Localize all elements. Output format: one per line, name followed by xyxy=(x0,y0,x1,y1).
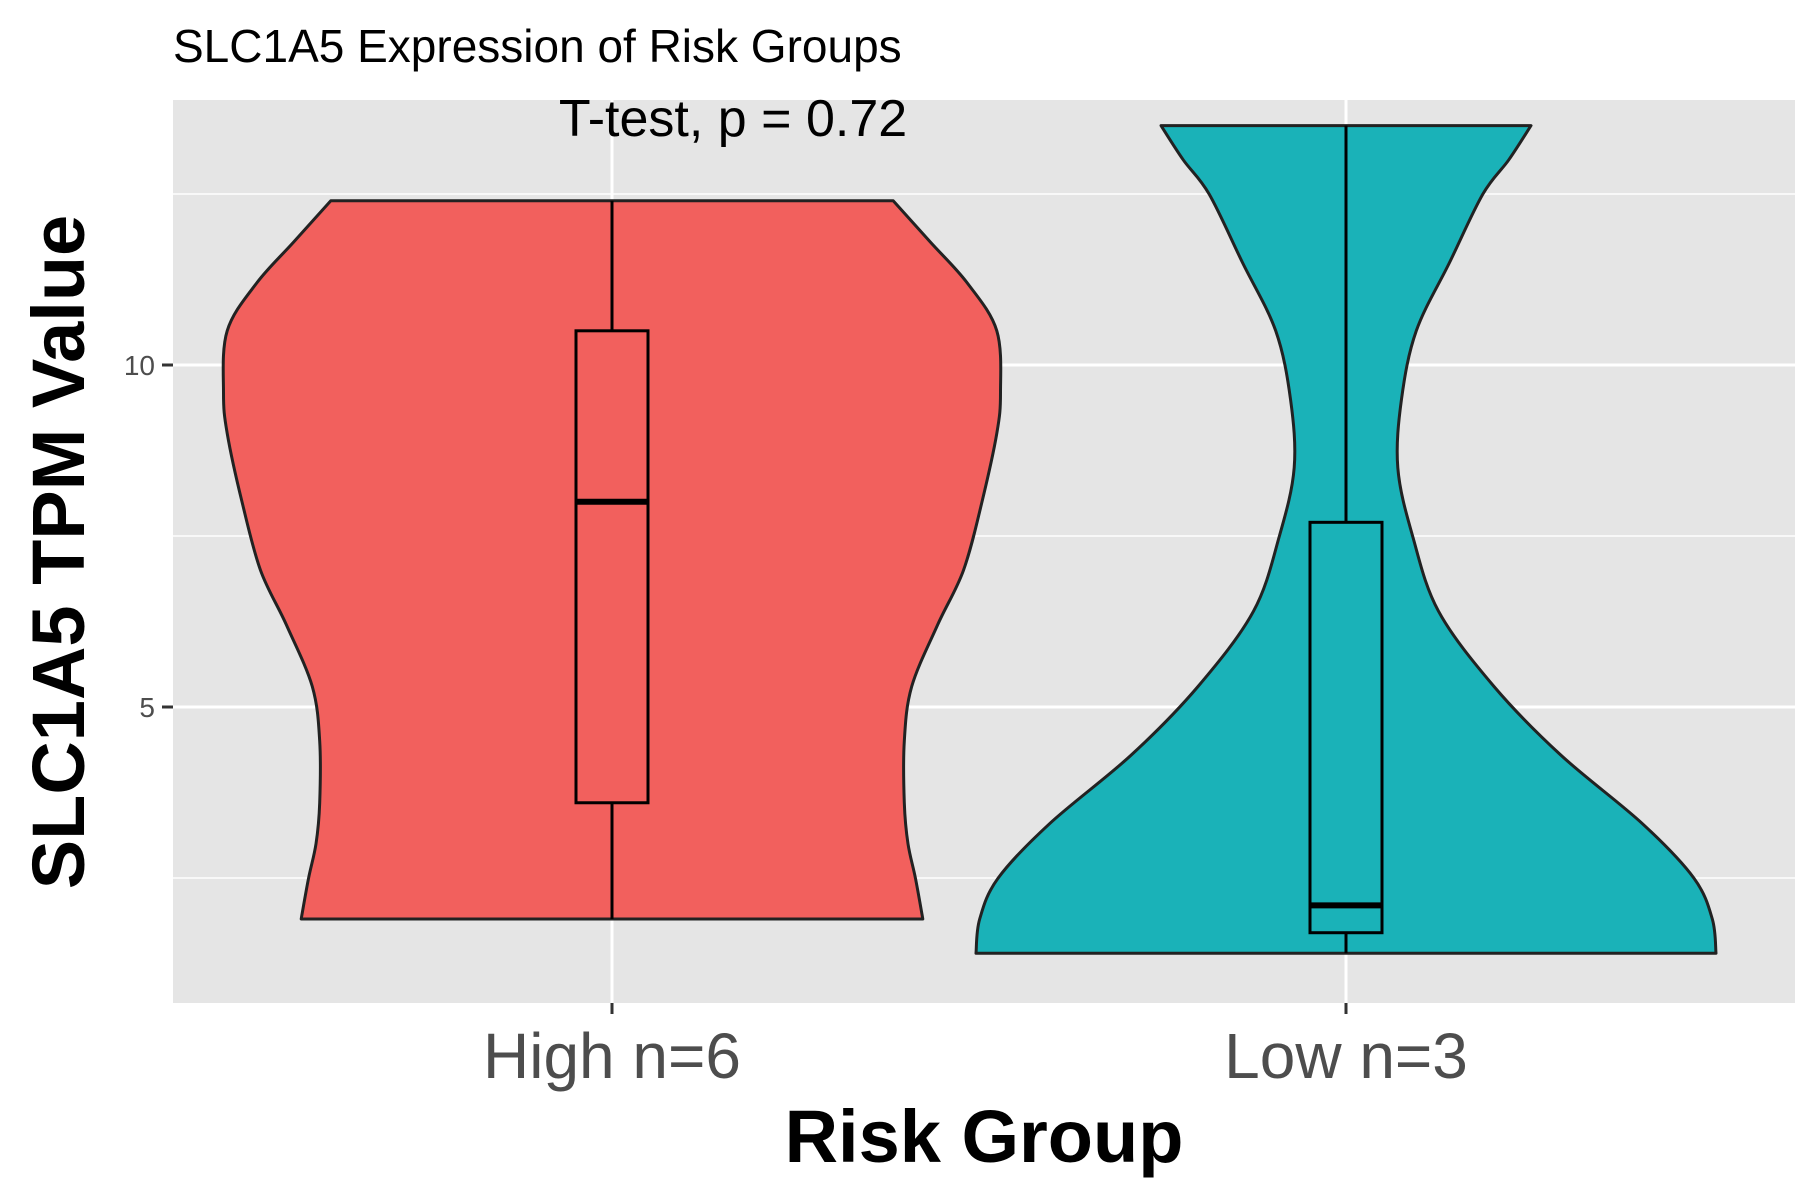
violins xyxy=(221,124,1718,955)
x-tick-label: High n=6 xyxy=(483,1020,741,1092)
x-tick-label: Low n=3 xyxy=(1224,1020,1468,1092)
x-axis: High n=6 Low n=3 xyxy=(483,1003,1468,1092)
y-tick-label: 5 xyxy=(139,692,155,723)
p-value-annotation: T-test, p = 0.72 xyxy=(559,90,907,148)
y-tick-label: 10 xyxy=(124,350,155,381)
y-axis-title: SLC1A5 TPM Value xyxy=(17,215,100,889)
chart-title: SLC1A5 Expression of Risk Groups xyxy=(173,20,902,72)
violin-group-high xyxy=(221,199,1003,921)
y-axis: 5 10 xyxy=(124,350,173,723)
x-axis-title: Risk Group xyxy=(785,1095,1184,1178)
violin-group-low xyxy=(974,124,1718,955)
box-iqr xyxy=(1308,520,1384,935)
box-iqr xyxy=(574,329,650,805)
